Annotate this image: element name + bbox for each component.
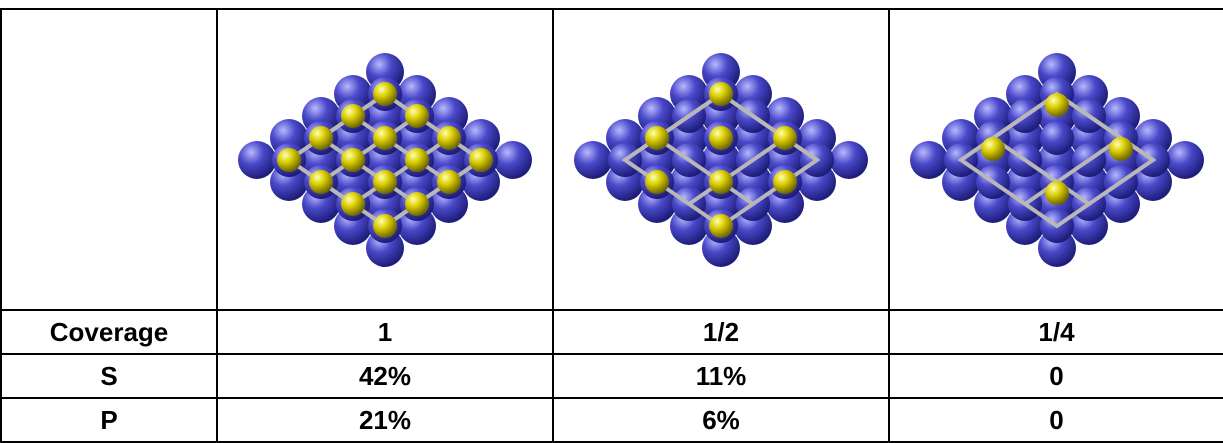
substrate-atom [830, 140, 868, 179]
surface-model-half [574, 52, 868, 267]
adsorbate-atom [709, 213, 733, 238]
coverage-value: 1 [216, 309, 554, 355]
adsorbate-atom [373, 169, 397, 194]
adsorbate-atom [405, 147, 429, 172]
adsorbate-atom [1044, 180, 1069, 205]
cell-grid-line [351, 113, 451, 184]
cell-grid-line [351, 135, 451, 206]
s-label: S [0, 353, 218, 399]
substrate-atom [1165, 140, 1204, 179]
adsorbate-atom [709, 169, 733, 194]
image-row [0, 8, 1223, 311]
surface-model-quarter [909, 52, 1204, 267]
coverage-row: Coverage 1 1/2 1/4 [0, 309, 1223, 355]
model-cell-quarter-coverage [888, 8, 1223, 311]
adsorbate-atom [373, 213, 397, 238]
adsorbate-atom [341, 147, 365, 172]
s-value: 11% [552, 353, 890, 399]
cell-grid-line [991, 135, 1090, 206]
cell-grid-line [655, 135, 755, 206]
adsorbate-atom [437, 169, 461, 194]
cell-grid-line [687, 135, 787, 206]
coverage-table: Coverage 1 1/2 1/4 S 42% 11% 0 P 21% 6% … [0, 8, 1223, 443]
coverage-value: 1/4 [888, 309, 1223, 355]
adsorbate-atom [309, 169, 333, 194]
s-row: S 42% 11% 0 [0, 353, 1223, 399]
s-value: 0 [888, 353, 1223, 399]
cell-grid-line [319, 135, 419, 206]
adsorbate-atom [773, 125, 797, 150]
adsorbate-atom [469, 147, 493, 172]
model-cell-half-coverage [552, 8, 890, 311]
adsorbate-atom [980, 136, 1005, 161]
coverage-label: Coverage [0, 309, 218, 355]
substrate-atom [574, 140, 612, 179]
substrate-atom [238, 140, 276, 179]
p-value: 21% [216, 397, 554, 443]
adsorbate-atom [709, 125, 733, 150]
adsorbate-atom [773, 169, 797, 194]
adsorbate-atom [645, 169, 669, 194]
model-cell-full-coverage [216, 8, 554, 311]
s-value: 42% [216, 353, 554, 399]
adsorbate-atom [373, 125, 397, 150]
cell-grid-line [1023, 135, 1122, 206]
empty-corner-cell [0, 8, 218, 311]
adsorbate-atom [405, 103, 429, 128]
adsorbate-atom [341, 103, 365, 128]
surface-model-full [238, 52, 532, 267]
adsorbate-atom [437, 125, 461, 150]
adsorbate-atom [373, 81, 397, 106]
p-row: P 21% 6% 0 [0, 397, 1223, 443]
p-value: 6% [552, 397, 890, 443]
adsorbate-atom [1108, 136, 1133, 161]
adsorbate-atom [645, 125, 669, 150]
substrate-atom [494, 140, 532, 179]
adsorbate-atom [709, 81, 733, 106]
adsorbate-atom [405, 191, 429, 216]
adsorbate-atom [1044, 92, 1069, 117]
coverage-value: 1/2 [552, 309, 890, 355]
adsorbate-atom [277, 147, 301, 172]
p-value: 0 [888, 397, 1223, 443]
cell-grid-line [319, 113, 419, 184]
adsorbate-atom [309, 125, 333, 150]
adsorbate-atom [341, 191, 365, 216]
substrate-atom [1039, 120, 1074, 155]
p-label: P [0, 397, 218, 443]
substrate-atom [909, 140, 948, 179]
